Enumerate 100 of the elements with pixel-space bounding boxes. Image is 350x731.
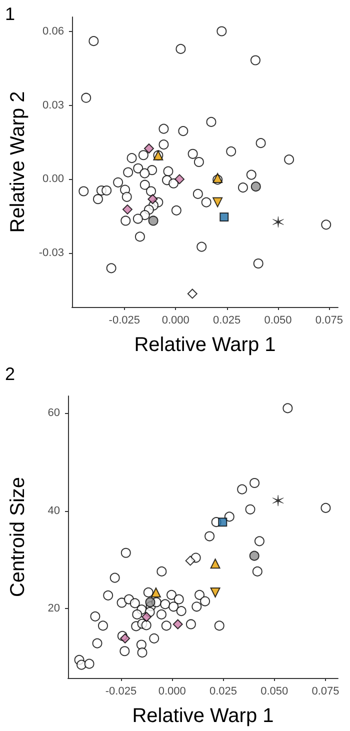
point: [194, 590, 205, 600]
point: [272, 216, 284, 228]
x-tick-label: 0.050: [260, 686, 288, 698]
point: [238, 182, 248, 193]
point: [172, 619, 183, 630]
point: [178, 126, 188, 136]
point: [185, 556, 196, 566]
point: [158, 124, 169, 134]
point: [143, 587, 154, 598]
point: [123, 167, 134, 178]
point: [137, 648, 148, 658]
point: [92, 194, 103, 204]
point: [106, 263, 116, 274]
point: [224, 512, 234, 522]
point: [206, 116, 216, 127]
point: [254, 536, 264, 546]
x-tick-label: 0.050: [264, 314, 292, 326]
point: [160, 599, 170, 610]
point: [272, 494, 284, 506]
point: [140, 168, 150, 178]
point: [196, 242, 207, 252]
point: [214, 620, 224, 631]
point: [150, 587, 161, 598]
chart-title: 1: [5, 4, 16, 24]
point: [200, 596, 210, 606]
y-tick-label: 0.03: [42, 99, 64, 112]
point: [148, 194, 158, 204]
point: [140, 180, 150, 190]
y-tick-label: 0.00: [42, 173, 64, 186]
point: [122, 204, 132, 214]
x-tick-label: -0.025: [105, 686, 137, 698]
point: [134, 232, 145, 242]
y-tick-label: 40: [48, 504, 60, 517]
point: [192, 602, 202, 612]
point: [103, 590, 114, 600]
point: [282, 403, 293, 414]
point: [156, 566, 167, 576]
point: [201, 197, 212, 208]
point: [90, 611, 100, 622]
y-axis-title: Centroid Size: [7, 476, 29, 598]
point: [120, 633, 130, 644]
point: [88, 36, 99, 46]
point: [194, 157, 204, 167]
point: [102, 186, 112, 196]
point: [149, 633, 160, 644]
point: [321, 220, 332, 230]
point: [120, 646, 130, 656]
point: [168, 602, 179, 612]
point: [113, 177, 124, 188]
point: [252, 566, 262, 576]
point: [187, 288, 198, 299]
point: [147, 165, 158, 176]
point: [204, 531, 215, 542]
point: [140, 210, 150, 220]
point: [122, 192, 132, 202]
point: [176, 606, 186, 616]
point: [126, 153, 137, 164]
point: [120, 216, 131, 226]
point: [158, 140, 169, 150]
y-axis-title: Relative Warp 2: [7, 91, 29, 233]
point: [186, 619, 196, 630]
point: [320, 502, 331, 513]
point: [148, 216, 158, 226]
point: [146, 186, 156, 196]
point: [188, 148, 198, 159]
point: [246, 170, 256, 180]
point: [163, 166, 174, 176]
point: [249, 550, 260, 561]
point: [174, 174, 184, 184]
y-tick-label: 20: [48, 602, 60, 615]
point: [168, 178, 179, 188]
point: [166, 590, 176, 600]
point: [92, 638, 102, 648]
point: [256, 138, 266, 148]
point: [84, 658, 94, 669]
y-tick-label: 60: [48, 407, 60, 420]
point: [132, 214, 143, 224]
point: [120, 548, 131, 558]
point: [216, 26, 227, 36]
point: [237, 484, 248, 494]
y-tick-label: 0.06: [42, 26, 64, 38]
point: [284, 154, 294, 165]
x-tick-label: 0.075: [315, 314, 343, 326]
x-axis-title: Relative Warp 1: [134, 334, 276, 356]
chart-title: 2: [5, 364, 16, 384]
point: [210, 558, 220, 569]
point: [144, 143, 154, 154]
point: [250, 182, 261, 192]
x-tick-label: 0.000: [162, 314, 190, 326]
point: [218, 518, 228, 527]
point: [245, 504, 256, 514]
y-tick-label: -0.03: [38, 246, 64, 259]
point: [156, 609, 166, 620]
point: [174, 594, 184, 604]
point: [81, 92, 92, 103]
x-tick-label: 0.000: [158, 686, 186, 698]
point: [192, 188, 203, 199]
point: [98, 620, 108, 631]
x-axis-title: Relative Warp 1: [132, 705, 274, 727]
point: [78, 186, 89, 196]
